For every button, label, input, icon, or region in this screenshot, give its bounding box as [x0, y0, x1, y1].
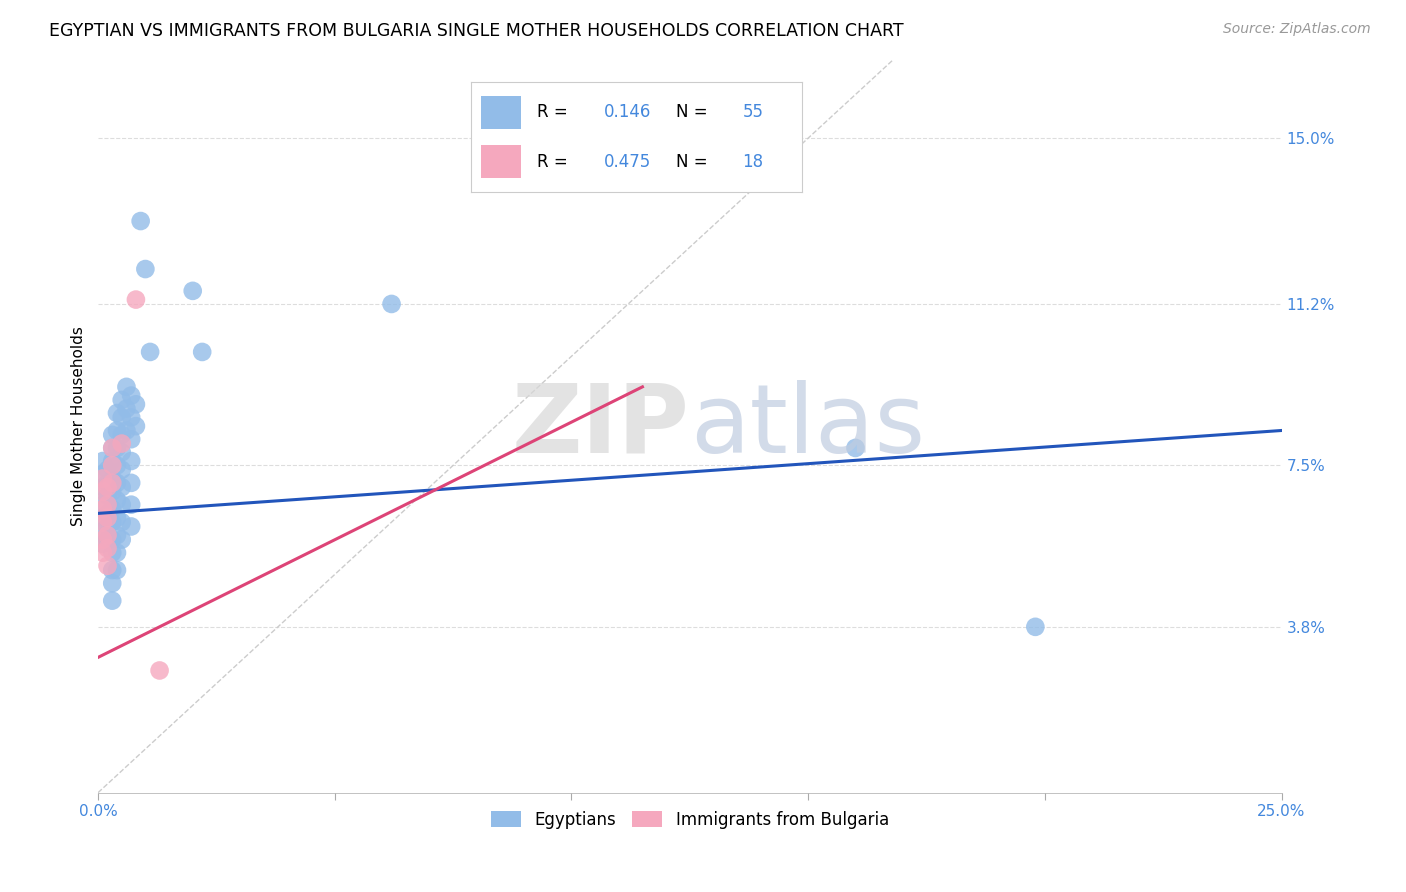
Egyptians: [91, 480, 114, 494]
Egyptians: [380, 297, 402, 311]
Egyptians: [105, 546, 128, 560]
Immigrants from Bulgaria: [91, 502, 114, 516]
Egyptians: [111, 480, 134, 494]
Egyptians: [111, 533, 134, 547]
Egyptians: [120, 454, 142, 468]
Egyptians: [129, 214, 152, 228]
Egyptians: [101, 471, 124, 485]
Egyptians: [91, 454, 114, 468]
Immigrants from Bulgaria: [111, 436, 134, 450]
Immigrants from Bulgaria: [125, 293, 148, 307]
Text: Source: ZipAtlas.com: Source: ZipAtlas.com: [1223, 22, 1371, 37]
Egyptians: [111, 498, 134, 512]
Egyptians: [111, 428, 134, 442]
Egyptians: [96, 507, 118, 521]
Egyptians: [91, 510, 114, 524]
Egyptians: [101, 454, 124, 468]
Egyptians: [1024, 620, 1046, 634]
Egyptians: [96, 463, 118, 477]
Egyptians: [111, 463, 134, 477]
Egyptians: [105, 406, 128, 420]
Egyptians: [96, 475, 118, 490]
Immigrants from Bulgaria: [96, 541, 118, 556]
Egyptians: [844, 441, 866, 455]
Immigrants from Bulgaria: [96, 558, 118, 573]
Egyptians: [91, 537, 114, 551]
Immigrants from Bulgaria: [101, 441, 124, 455]
Egyptians: [105, 424, 128, 438]
Egyptians: [120, 388, 142, 402]
Egyptians: [111, 392, 134, 407]
Immigrants from Bulgaria: [91, 515, 114, 529]
Egyptians: [91, 498, 114, 512]
Text: atlas: atlas: [690, 380, 925, 473]
Egyptians: [120, 519, 142, 533]
Immigrants from Bulgaria: [96, 498, 118, 512]
Egyptians: [101, 515, 124, 529]
Immigrants from Bulgaria: [91, 533, 114, 547]
Egyptians: [101, 484, 124, 499]
Egyptians: [120, 432, 142, 446]
Egyptians: [96, 519, 118, 533]
Immigrants from Bulgaria: [96, 528, 118, 542]
Immigrants from Bulgaria: [149, 664, 172, 678]
Immigrants from Bulgaria: [91, 471, 114, 485]
Egyptians: [105, 441, 128, 455]
Egyptians: [101, 502, 124, 516]
Egyptians: [191, 345, 214, 359]
Egyptians: [111, 515, 134, 529]
Egyptians: [115, 401, 138, 416]
Egyptians: [120, 498, 142, 512]
Egyptians: [105, 510, 128, 524]
Egyptians: [91, 524, 114, 538]
Egyptians: [101, 563, 124, 577]
Egyptians: [134, 262, 156, 277]
Egyptians: [120, 410, 142, 425]
Egyptians: [105, 458, 128, 473]
Egyptians: [115, 424, 138, 438]
Egyptians: [115, 380, 138, 394]
Egyptians: [181, 284, 204, 298]
Egyptians: [101, 546, 124, 560]
Egyptians: [101, 533, 124, 547]
Egyptians: [105, 493, 128, 508]
Immigrants from Bulgaria: [91, 546, 114, 560]
Egyptians: [120, 475, 142, 490]
Egyptians: [101, 593, 124, 607]
Egyptians: [139, 345, 162, 359]
Egyptians: [105, 475, 128, 490]
Egyptians: [125, 397, 148, 411]
Egyptians: [101, 428, 124, 442]
Text: ZIP: ZIP: [512, 380, 690, 473]
Immigrants from Bulgaria: [96, 480, 118, 494]
Immigrants from Bulgaria: [101, 458, 124, 473]
Egyptians: [101, 576, 124, 591]
Y-axis label: Single Mother Households: Single Mother Households: [72, 326, 86, 526]
Egyptians: [125, 419, 148, 434]
Immigrants from Bulgaria: [101, 475, 124, 490]
Egyptians: [111, 410, 134, 425]
Egyptians: [91, 467, 114, 482]
Legend: Egyptians, Immigrants from Bulgaria: Egyptians, Immigrants from Bulgaria: [484, 805, 896, 836]
Egyptians: [101, 441, 124, 455]
Immigrants from Bulgaria: [91, 484, 114, 499]
Egyptians: [96, 489, 118, 503]
Egyptians: [105, 563, 128, 577]
Immigrants from Bulgaria: [96, 510, 118, 524]
Egyptians: [111, 445, 134, 459]
Egyptians: [96, 533, 118, 547]
Text: EGYPTIAN VS IMMIGRANTS FROM BULGARIA SINGLE MOTHER HOUSEHOLDS CORRELATION CHART: EGYPTIAN VS IMMIGRANTS FROM BULGARIA SIN…: [49, 22, 904, 40]
Egyptians: [105, 528, 128, 542]
